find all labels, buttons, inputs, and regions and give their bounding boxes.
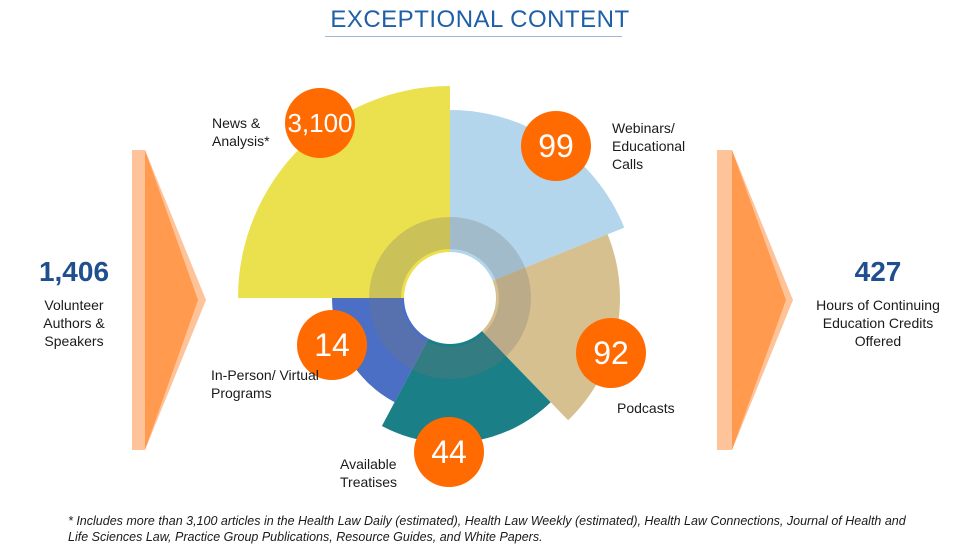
badge-treatises: 44: [414, 417, 484, 487]
footnote: * Includes more than 3,100 articles in t…: [68, 514, 906, 544]
badge-news: 3,100: [285, 88, 355, 158]
left-stat-value: 1,406: [38, 256, 110, 287]
sector-treatises: [381, 298, 551, 443]
sector-webinars: [450, 110, 625, 298]
left-stat-label: Volunteer Authors & Speakers: [43, 297, 105, 349]
title-underline: [325, 36, 622, 37]
badge-podcasts: 92: [576, 318, 646, 388]
label-news: News & Analysis*: [212, 115, 270, 149]
sector-news: [238, 86, 450, 298]
right-stat-label: Hours of Continuing Education Credits Of…: [816, 297, 940, 349]
label-webinars: Webinars/ Educational Calls: [612, 120, 686, 172]
left-arrow-front: [145, 150, 198, 450]
label-treatises: Available Treatises: [340, 456, 398, 490]
inner-ring: [369, 217, 531, 379]
right-arrow-front: [732, 150, 786, 450]
center-hole: [404, 252, 496, 344]
right-stat-value: 427: [854, 256, 902, 287]
page-title: EXCEPTIONAL CONTENT: [330, 6, 630, 33]
label-programs: In-Person/ Virtual Programs: [211, 367, 319, 401]
label-podcasts: Podcasts: [617, 400, 675, 416]
sector-podcasts: [450, 234, 620, 421]
badge-programs: 14: [297, 310, 367, 380]
badge-webinars: 99: [521, 111, 591, 181]
